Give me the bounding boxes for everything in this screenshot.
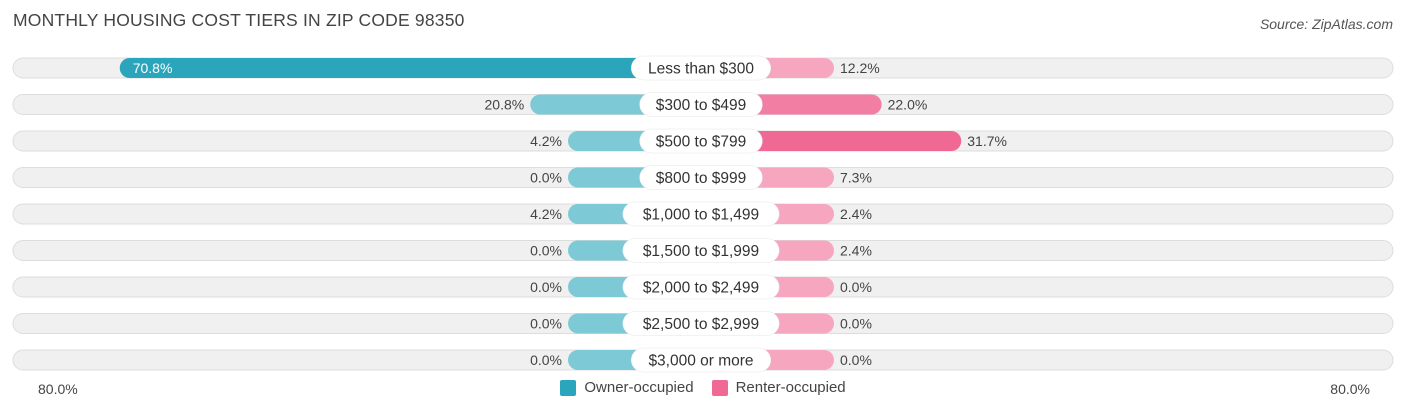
owner-value-label: 0.0% (530, 352, 562, 368)
category-pill (622, 274, 780, 300)
category-pill (639, 92, 763, 117)
renter-value-label: 2.4% (840, 206, 872, 222)
renter-value-label: 31.7% (967, 133, 1007, 149)
category-label: $1,500 to $1,999 (643, 243, 759, 260)
owner-value-label: 70.8% (133, 60, 173, 76)
legend-item-owner: Owner-occupied (560, 379, 694, 396)
renter-value-label: 2.4% (840, 243, 872, 259)
renter-bar (701, 131, 962, 151)
renter-value-label: 12.2% (840, 60, 880, 76)
category-label: $2,500 to $2,999 (643, 316, 759, 333)
owner-value-label: 0.0% (530, 170, 562, 186)
category-label: $3,000 or more (648, 353, 753, 370)
renter-value-label: 0.0% (840, 316, 872, 332)
category-label: $1,000 to $1,499 (643, 207, 759, 224)
owner-bar (119, 58, 702, 78)
legend-label-owner: Owner-occupied (584, 379, 694, 396)
chart-source: Source: ZipAtlas.com (1259, 16, 1393, 32)
renter-value-label: 22.0% (888, 97, 928, 113)
category-pill (622, 238, 780, 263)
owner-value-label: 4.2% (530, 206, 562, 222)
category-pill (639, 128, 763, 154)
axis-label-right: 80.0% (1330, 381, 1370, 397)
legend-swatch-renter (711, 379, 728, 396)
legend-label-renter: Renter-occupied (735, 379, 846, 396)
owner-value-label: 0.0% (530, 279, 562, 295)
category-label: $300 to $499 (656, 97, 747, 114)
owner-value-label: 0.0% (530, 243, 562, 259)
category-label: Less than $300 (648, 61, 754, 78)
owner-value-label: 20.8% (485, 97, 525, 113)
category-pill (630, 347, 772, 373)
legend-swatch-owner (560, 379, 577, 396)
legend-item-renter: Renter-occupied (711, 379, 846, 396)
axis-label-left: 80.0% (38, 381, 78, 397)
chart-title: MONTHLY HOUSING COST TIERS IN ZIP CODE 9… (13, 10, 465, 30)
legend: Owner-occupied Renter-occupied (0, 379, 1406, 396)
category-pill (622, 201, 780, 227)
category-label: $2,000 to $2,499 (643, 280, 759, 297)
renter-value-label: 7.3% (840, 170, 872, 186)
category-label: $800 to $999 (656, 170, 747, 187)
category-pill (622, 311, 780, 336)
owner-value-label: 4.2% (530, 133, 562, 149)
category-pill (630, 55, 772, 81)
renter-value-label: 0.0% (840, 352, 872, 368)
owner-value-label: 0.0% (530, 316, 562, 332)
category-pill (639, 165, 763, 190)
category-label: $500 to $799 (656, 134, 747, 151)
renter-value-label: 0.0% (840, 279, 872, 295)
